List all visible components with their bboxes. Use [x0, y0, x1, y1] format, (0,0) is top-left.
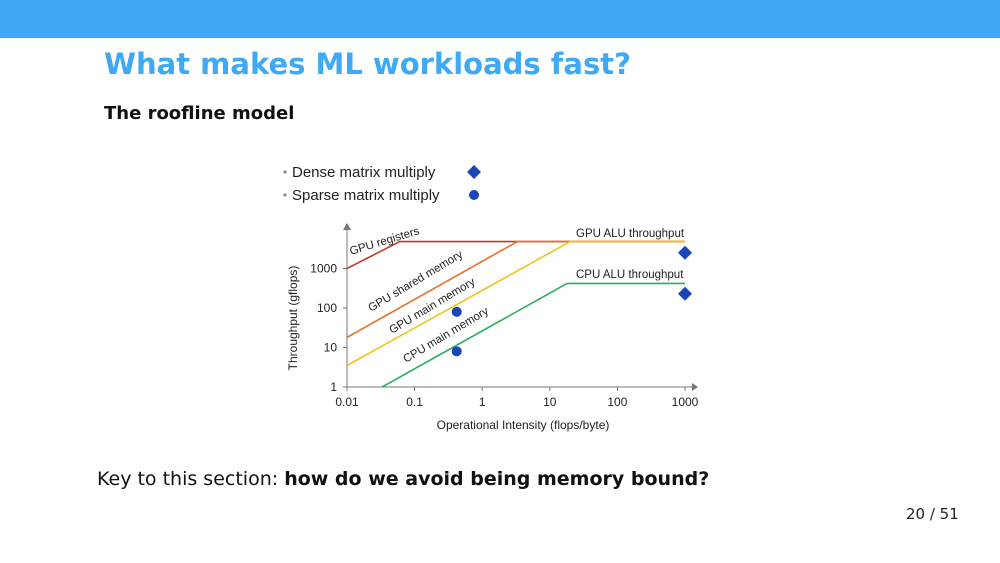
- x-tick-label: 100: [607, 395, 627, 409]
- key-question: how do we avoid being memory bound?: [284, 468, 710, 490]
- point-sparse-matrix-multiply: [451, 346, 462, 357]
- series-line-gpu-registers: [346, 240, 685, 270]
- point-dense-matrix-multiply: [678, 245, 692, 260]
- legend-bullet: [283, 193, 287, 197]
- legend-label-dense: Dense matrix multiply: [292, 164, 436, 181]
- y-tick-label: 10: [324, 341, 338, 355]
- point-sparse-matrix-multiply: [451, 306, 462, 317]
- roofline-series: [346, 240, 685, 388]
- legend-bullet: [283, 170, 287, 174]
- x-tick-label: 0.01: [335, 395, 359, 409]
- slide-subtitle: The roofline model: [104, 103, 295, 124]
- series-line-gpu-main-memory: [346, 240, 685, 367]
- y-tick-label: 100: [317, 301, 337, 315]
- x-ticks: 0.01 0.1 1 10 100 1000: [335, 387, 699, 409]
- y-axis-arrow: [343, 223, 351, 230]
- legend-label-sparse: Sparse matrix multiply: [292, 187, 440, 204]
- key-prefix: Key to this section:: [97, 468, 285, 490]
- legend-circle-marker: [469, 190, 479, 200]
- y-tick-label: 1: [330, 380, 337, 394]
- key-statement: Key to this section: how do we avoid bei…: [97, 468, 709, 490]
- x-axis-label: Operational Intensity (flops/byte): [437, 418, 610, 432]
- label-cpu-alu-throughput: CPU ALU throughput: [576, 269, 684, 281]
- series-line-cpu-main-memory: [381, 282, 685, 388]
- x-tick-label: 10: [543, 395, 557, 409]
- x-axis-arrow: [692, 383, 698, 391]
- x-tick-label: 0.1: [406, 395, 423, 409]
- x-tick-label: 1000: [672, 395, 699, 409]
- top-bar: [0, 0, 1000, 38]
- axes: [343, 223, 698, 391]
- slide-title: What makes ML workloads fast?: [104, 47, 631, 81]
- label-gpu-shared-memory: GPU shared memory: [366, 249, 465, 315]
- x-tick-label: 1: [479, 395, 486, 409]
- legend-diamond-marker: [467, 165, 481, 179]
- data-points: [451, 245, 692, 357]
- y-axis-label: Throughput (gflops): [286, 266, 300, 371]
- roofline-chart: Dense matrix multiply Sparse matrix mult…: [283, 164, 699, 432]
- legend: Dense matrix multiply Sparse matrix mult…: [283, 164, 481, 204]
- y-ticks: 1 10 100 1000: [310, 262, 347, 394]
- page-number: 20 / 51: [906, 505, 959, 523]
- y-tick-label: 1000: [310, 262, 337, 276]
- point-dense-matrix-multiply: [678, 286, 692, 301]
- label-gpu-alu-throughput: GPU ALU throughput: [576, 228, 685, 240]
